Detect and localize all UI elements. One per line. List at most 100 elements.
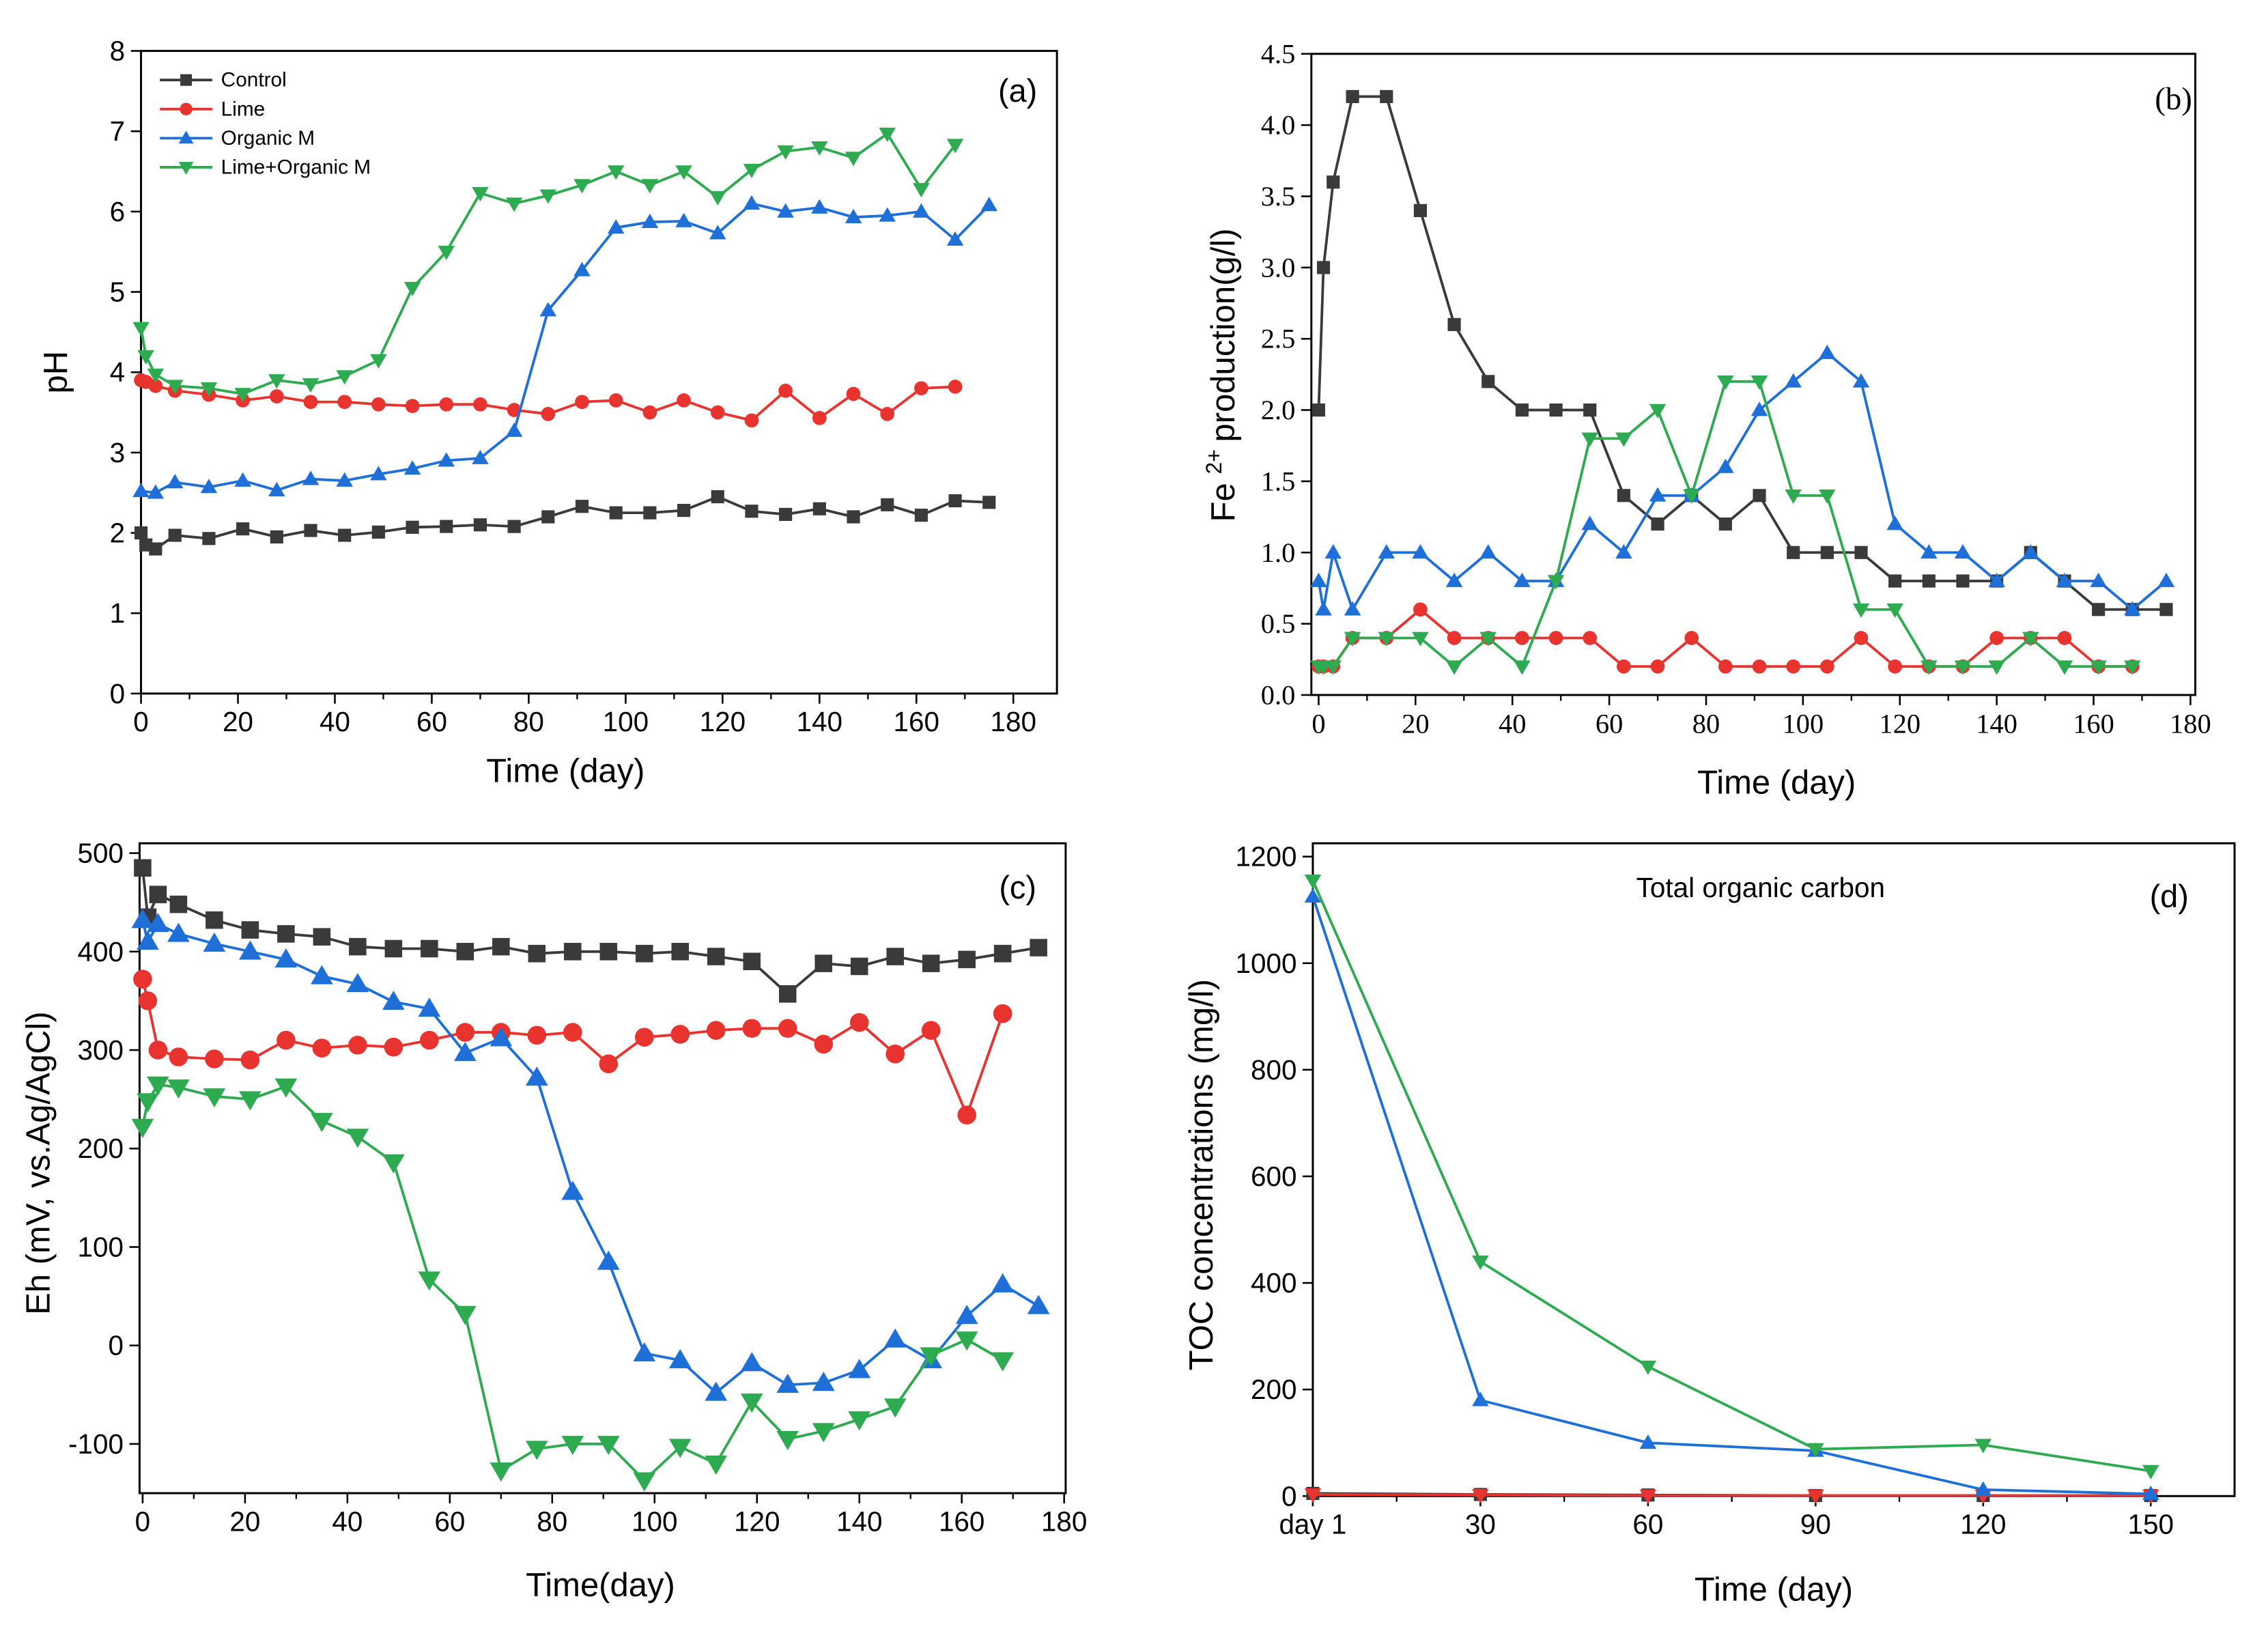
data-point-control bbox=[599, 943, 618, 961]
data-point-organic-m bbox=[302, 470, 320, 485]
data-point-organic-m bbox=[2124, 601, 2141, 616]
data-point-control bbox=[671, 943, 690, 961]
series-organic-m bbox=[1304, 888, 2159, 1500]
data-point-lime-organic-m bbox=[776, 1430, 799, 1451]
data-point-organic-m bbox=[166, 474, 184, 489]
x-axis-label-c: Time(day) bbox=[526, 1567, 675, 1604]
data-point-lime bbox=[742, 1019, 762, 1038]
data-point-lime-organic-m bbox=[573, 179, 591, 194]
x-tick-label: 140 bbox=[797, 706, 842, 737]
data-point-lime bbox=[812, 410, 827, 425]
data-point-lime bbox=[169, 1047, 188, 1066]
data-point-organic-m bbox=[668, 1348, 692, 1369]
data-point-control bbox=[1651, 517, 1664, 531]
data-point-control bbox=[1617, 489, 1630, 502]
series-line-lime bbox=[1318, 608, 2133, 668]
data-point-control bbox=[677, 503, 691, 518]
data-point-lime bbox=[1617, 659, 1631, 674]
data-point-lime-organic-m bbox=[132, 322, 150, 337]
data-point-organic-m bbox=[1479, 544, 1497, 559]
data-point-lime bbox=[148, 378, 163, 393]
data-point-organic-m bbox=[705, 1381, 728, 1401]
y-tick-label: 200 bbox=[1251, 1374, 1297, 1405]
data-point-lime bbox=[778, 1019, 797, 1038]
data-point-organic-m bbox=[811, 199, 828, 214]
data-point-control bbox=[643, 506, 657, 520]
chart-d-toc: day 1 30 60 90 120 150 0 200 400 600 800 1000 1200 bbox=[1236, 841, 2236, 1540]
y-tick-label: 3 bbox=[110, 437, 126, 468]
data-point-control bbox=[349, 937, 367, 956]
data-point-control bbox=[1583, 403, 1597, 417]
data-point-organic-m bbox=[131, 909, 154, 929]
data-point-lime-organic-m bbox=[418, 1271, 441, 1291]
data-point-control bbox=[982, 496, 996, 509]
data-point-organic-m bbox=[573, 261, 591, 277]
legend-marker bbox=[180, 74, 193, 86]
data-point-lime bbox=[1807, 1489, 1824, 1504]
x-tick-label: 100 bbox=[603, 706, 649, 737]
series-line-organic-m bbox=[141, 202, 991, 494]
data-point-organic-m bbox=[1472, 1391, 1489, 1406]
y-tick-label: 1.0 bbox=[1261, 537, 1296, 568]
data-point-organic-m bbox=[1412, 544, 1429, 559]
data-point-organic-m bbox=[1974, 1481, 1992, 1496]
data-point-control bbox=[149, 886, 167, 903]
data-point-control bbox=[948, 494, 962, 508]
data-point-organic-m bbox=[438, 452, 455, 467]
panel-label-b: (b) bbox=[2155, 81, 2192, 117]
data-point-lime-organic-m bbox=[1988, 660, 2005, 675]
data-point-lime-organic-m bbox=[1445, 660, 1463, 675]
data-point-lime-organic-m bbox=[438, 245, 455, 260]
data-point-lime-organic-m bbox=[302, 378, 320, 393]
data-point-control bbox=[168, 528, 182, 542]
data-point-organic-m bbox=[641, 213, 659, 229]
legend-marker bbox=[178, 162, 194, 175]
data-point-organic-m bbox=[607, 219, 625, 234]
data-point-lime-organic-m bbox=[1479, 632, 1497, 647]
data-point-control bbox=[958, 950, 976, 969]
data-point-organic-m bbox=[946, 231, 964, 246]
data-point-lime-organic-m bbox=[539, 189, 557, 204]
series-organic-m bbox=[1310, 344, 2175, 616]
data-point-lime-organic-m bbox=[268, 374, 285, 389]
data-point-lime bbox=[337, 395, 352, 410]
x-tick-label: 40 bbox=[1499, 708, 1526, 739]
data-point-lime bbox=[138, 991, 158, 1010]
data-point-control bbox=[473, 518, 487, 532]
data-point-lime bbox=[148, 1040, 168, 1060]
data-point-lime-organic-m bbox=[597, 1436, 620, 1456]
data-point-organic-m bbox=[137, 931, 159, 950]
data-point-lime bbox=[527, 1025, 547, 1045]
data-point-lime bbox=[1650, 659, 1665, 674]
data-point-lime-organic-m bbox=[946, 139, 964, 154]
series-lime bbox=[133, 969, 1012, 1125]
data-point-lime bbox=[744, 413, 759, 428]
data-point-lime bbox=[384, 1037, 403, 1057]
data-point-organic-m bbox=[845, 208, 862, 223]
data-point-lime bbox=[599, 1054, 619, 1074]
data-point-control bbox=[850, 957, 868, 976]
data-point-lime bbox=[1515, 631, 1529, 645]
data-point-organic-m bbox=[2090, 572, 2107, 587]
data-point-organic-m bbox=[1310, 572, 1327, 587]
data-point-lime bbox=[778, 383, 793, 398]
data-point-control bbox=[2159, 603, 2173, 617]
data-point-control bbox=[270, 530, 283, 543]
data-point-lime-organic-m bbox=[2142, 1464, 2159, 1479]
data-point-lime bbox=[957, 1105, 976, 1125]
data-point-organic-m bbox=[743, 195, 761, 210]
data-point-lime bbox=[405, 399, 420, 413]
data-point-organic-m bbox=[234, 472, 251, 487]
data-point-lime bbox=[670, 1025, 690, 1044]
data-point-lime-organic-m bbox=[472, 187, 489, 202]
data-point-lime bbox=[2057, 631, 2072, 645]
data-point-organic-m bbox=[2142, 1485, 2159, 1500]
data-point-lime bbox=[1989, 631, 2004, 645]
x-tick-label: 80 bbox=[1692, 708, 1720, 739]
data-point-organic-m bbox=[539, 302, 557, 317]
data-point-control bbox=[636, 944, 653, 963]
legend-label: Lime+Organic M bbox=[221, 156, 371, 178]
data-point-lime-organic-m bbox=[336, 370, 353, 385]
data-point-organic-m bbox=[2056, 572, 2073, 587]
data-point-organic-m bbox=[776, 1374, 799, 1393]
